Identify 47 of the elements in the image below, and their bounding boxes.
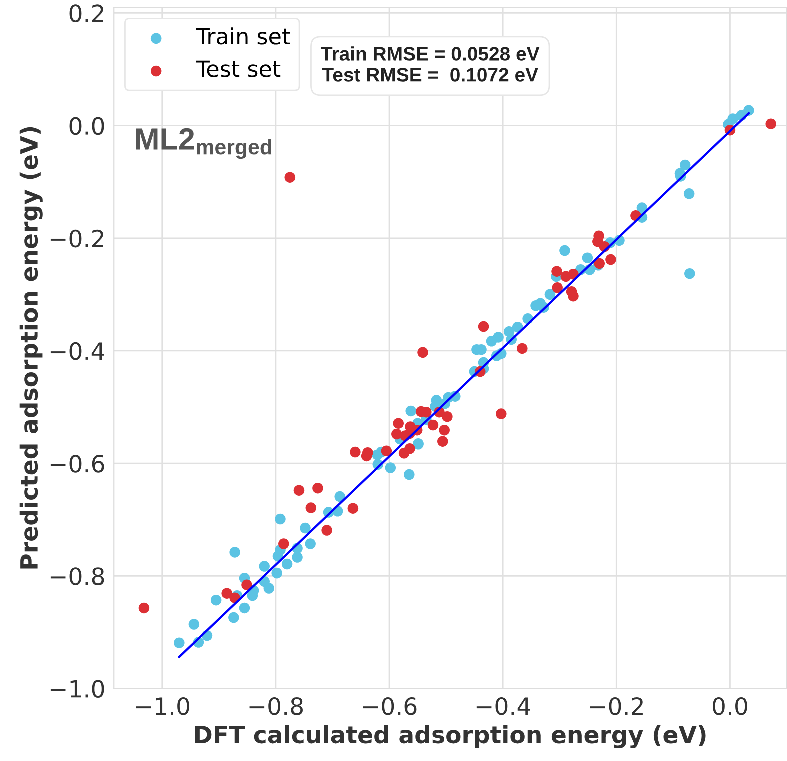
point	[404, 444, 416, 454]
legend-label: Train set	[196, 28, 290, 45]
annotation: ML2$_{merged}$	[136, 128, 272, 160]
point	[306, 502, 317, 514]
point	[294, 485, 305, 496]
point	[418, 347, 428, 358]
point	[478, 321, 490, 332]
point	[439, 424, 450, 436]
y-tick-label: −0.2	[50, 230, 104, 248]
x-tick-label: −0.6	[363, 697, 417, 716]
point	[552, 266, 562, 277]
y-tick-label: −0.4	[50, 342, 104, 360]
point	[393, 418, 404, 429]
x-tick-label: −0.2	[590, 697, 643, 716]
point	[284, 172, 296, 183]
point	[348, 503, 359, 514]
y-axis-title: Predicted adsorption energy (eV)	[20, 127, 43, 569]
point	[222, 588, 232, 599]
y-tick-label: −0.8	[50, 568, 104, 586]
y-tick-label: 0.2	[70, 4, 104, 23]
x-tick-label: −1.0	[136, 697, 190, 716]
point	[278, 538, 290, 550]
point	[766, 118, 776, 130]
x-tick-label: −0.8	[250, 697, 303, 716]
point	[442, 411, 453, 422]
legend-label: Test set	[196, 60, 281, 78]
point	[438, 436, 448, 447]
x-tick-label: 0.0	[713, 697, 748, 716]
point	[322, 525, 332, 536]
annotation: Train RMSE = 0.0528 eV Test RMSE = 0.1072 eV	[321, 46, 540, 82]
point	[312, 482, 324, 494]
x-tick-label: −0.4	[476, 697, 530, 716]
point	[496, 408, 507, 420]
point	[428, 420, 439, 431]
point	[392, 428, 402, 440]
x-axis-title: DFT calculated adsorption energy (eV)	[195, 725, 706, 748]
point	[138, 602, 150, 614]
point	[552, 282, 563, 294]
y-tick-label: −0.6	[50, 454, 104, 473]
y-tick-label: 0.0	[70, 117, 104, 136]
point	[517, 343, 528, 354]
point	[606, 254, 616, 266]
y-tick-label: −1.0	[50, 680, 104, 698]
point	[568, 290, 579, 302]
point	[350, 446, 361, 458]
point	[381, 446, 392, 457]
point	[242, 580, 252, 591]
